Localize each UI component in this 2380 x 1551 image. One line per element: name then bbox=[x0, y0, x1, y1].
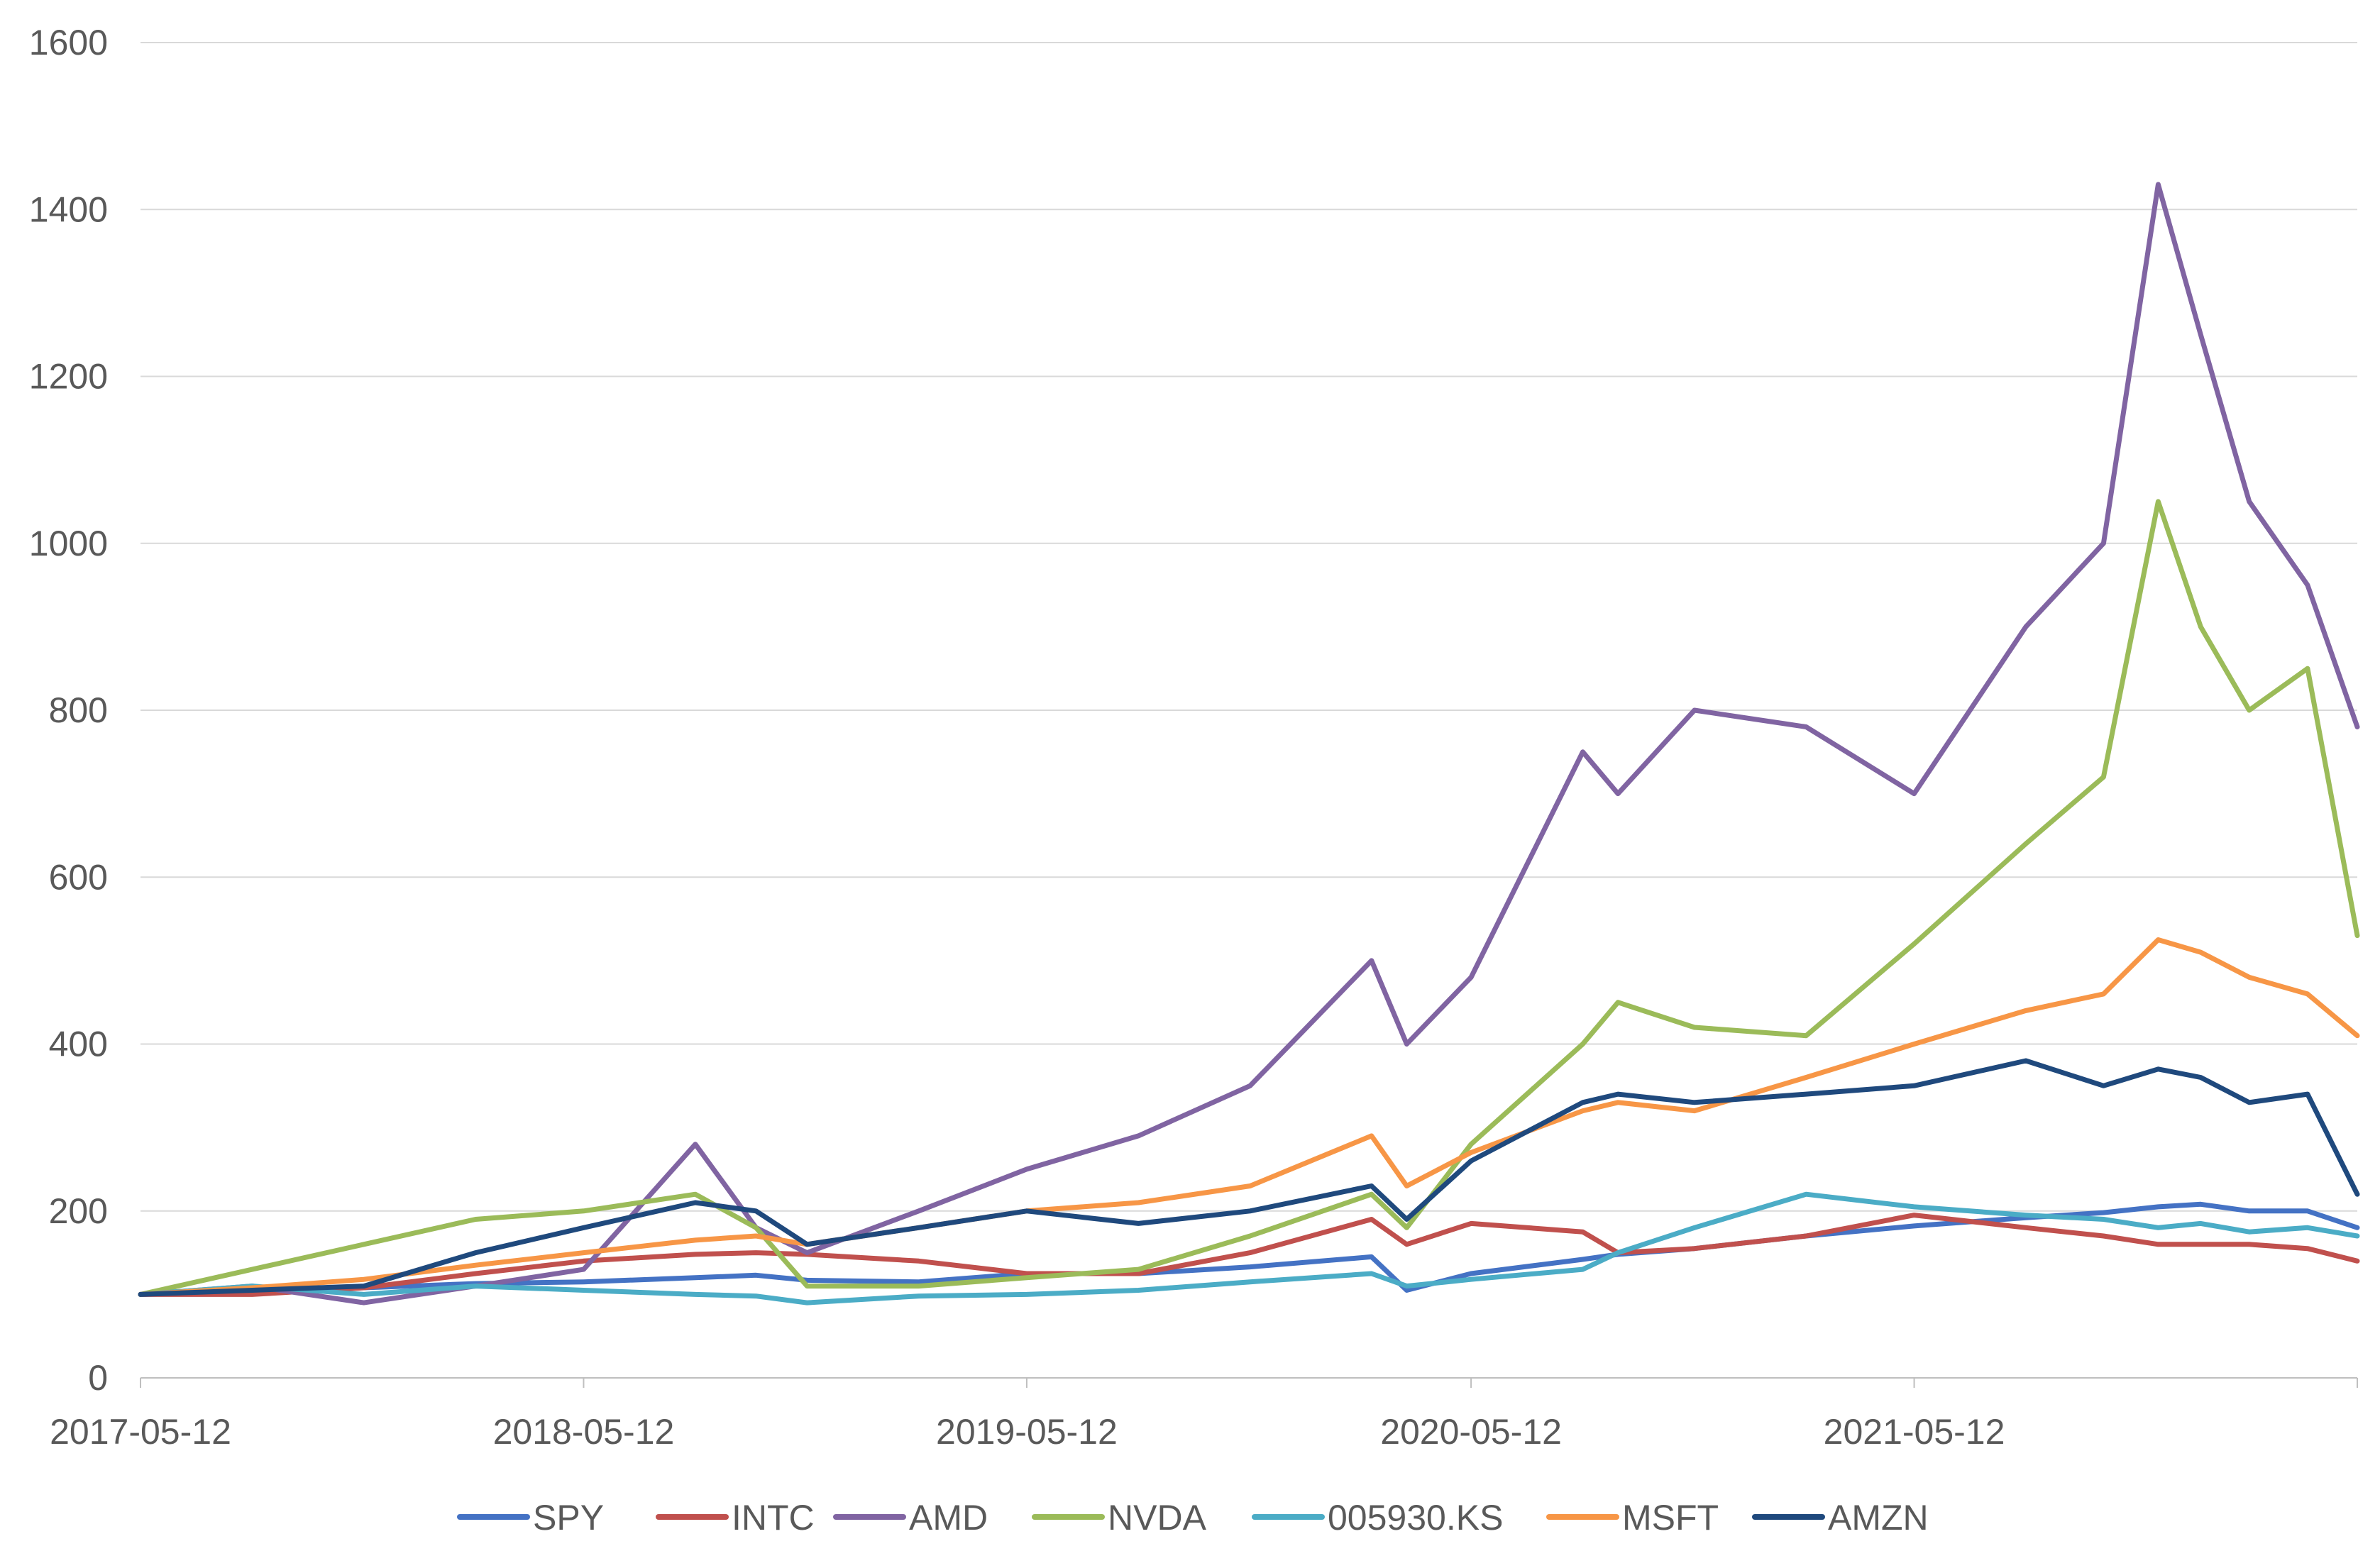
legend-item-msft: MSFT bbox=[1546, 1498, 1719, 1538]
series-line-amzn bbox=[138, 1058, 2360, 1297]
legend-label: NVDA bbox=[1108, 1498, 1207, 1538]
legend-label: MSFT bbox=[1622, 1498, 1719, 1538]
legend-item-005930-ks: 005930.KS bbox=[1252, 1498, 1503, 1538]
y-tick-label: 1000 bbox=[29, 524, 108, 563]
x-tick-label: 2018-05-12 bbox=[493, 1412, 675, 1452]
x-tick-label: 2021-05-12 bbox=[1824, 1412, 2005, 1452]
legend-item-amd: AMD bbox=[833, 1498, 988, 1538]
series-line-amd bbox=[138, 182, 2360, 1306]
legend-item-intc: INTC bbox=[656, 1498, 815, 1538]
series-lines bbox=[138, 182, 2360, 1306]
legend-item-amzn: AMZN bbox=[1752, 1498, 1929, 1538]
x-tick-label: 2019-05-12 bbox=[936, 1412, 1118, 1452]
series-line-spy bbox=[138, 1201, 2360, 1297]
y-tick-label: 1600 bbox=[29, 23, 108, 62]
y-tick-label: 200 bbox=[49, 1191, 108, 1231]
legend-label: 005930.KS bbox=[1328, 1498, 1503, 1538]
series-line-005930-ks bbox=[138, 1191, 2360, 1306]
y-tick-label: 400 bbox=[49, 1025, 108, 1064]
axes: 0 200 400 600 800 1000 1200 1400 1600 2017-05-12 2… bbox=[29, 23, 2358, 1452]
legend-label: AMZN bbox=[1828, 1498, 1929, 1538]
gridlines bbox=[141, 42, 2357, 1212]
x-tick-label: 2020-05-12 bbox=[1380, 1412, 1562, 1452]
y-tick-label: 1400 bbox=[29, 189, 108, 229]
legend-label: SPY bbox=[533, 1498, 604, 1538]
y-tick-label: 600 bbox=[49, 857, 108, 897]
series-line-intc bbox=[138, 1213, 2360, 1297]
y-tick-label: 800 bbox=[49, 690, 108, 730]
legend-label: AMD bbox=[909, 1498, 988, 1538]
series-line-msft bbox=[138, 937, 2360, 1297]
y-tick-label: 1200 bbox=[29, 357, 108, 397]
legend-item-spy: SPY bbox=[457, 1498, 604, 1538]
x-tick-label: 2017-05-12 bbox=[50, 1412, 231, 1452]
legend-item-nvda: NVDA bbox=[1032, 1498, 1207, 1538]
legend-label: INTC bbox=[732, 1498, 815, 1538]
series-line-nvda bbox=[138, 499, 2360, 1297]
legend: SPY INTC AMD NVDA 005930.KS MSFT AMZN bbox=[457, 1498, 1929, 1538]
y-tick-label: 0 bbox=[88, 1358, 108, 1398]
